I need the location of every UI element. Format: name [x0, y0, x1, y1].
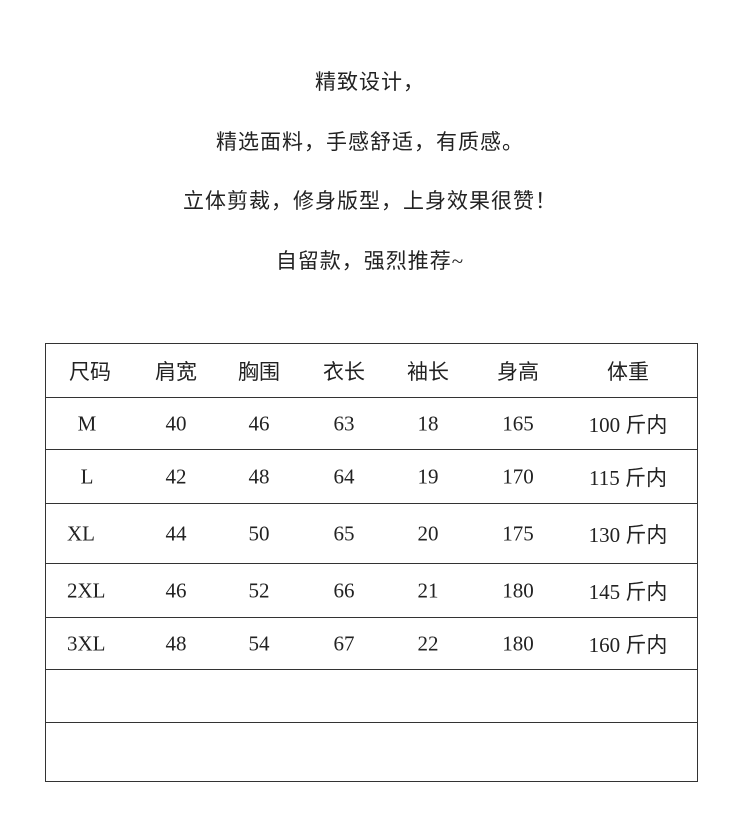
table-row: 2XL 46 52 66 21 180 145 斤内	[46, 564, 697, 618]
table-cell: 67	[333, 631, 355, 655]
table-cell: 44	[165, 521, 187, 545]
table-row	[46, 723, 697, 780]
table-cell: 100 斤内	[588, 412, 668, 437]
intro-line: 自留款，强烈推荐~	[275, 249, 465, 273]
table-cell: 170	[502, 464, 534, 488]
table-cell: 65	[333, 521, 355, 545]
table-row: XL 44 50 65 20 175 130 斤内	[46, 504, 697, 564]
table-cell: L	[80, 464, 94, 488]
table-cell: 180	[502, 631, 534, 655]
intro-line: 精致设计，	[315, 70, 425, 94]
column-header: 袖长	[407, 359, 449, 384]
table-cell: 40	[165, 411, 187, 435]
table-cell: M	[77, 411, 97, 435]
table-cell: 63	[333, 411, 355, 435]
table-row: L 42 48 64 19 170 115 斤内	[46, 450, 697, 504]
table-cell: 21	[417, 578, 439, 602]
table-cell: 42	[165, 464, 187, 488]
table-cell: 115 斤内	[589, 465, 667, 490]
column-header: 衣长	[323, 359, 365, 384]
table-header-row: 尺码 肩宽 胸围 衣长 袖长 身高 体重	[46, 344, 697, 398]
table-cell: 20	[417, 521, 439, 545]
table-cell: 145 斤内	[588, 579, 668, 604]
size-chart-table: 尺码 肩宽 胸围 衣长 袖长 身高 体重 M 40 46 63 18 165 100 斤内 L 42 48 64 1…	[45, 343, 698, 782]
table-cell: 48	[248, 464, 270, 488]
table-cell: 180	[502, 578, 534, 602]
column-header: 肩宽	[155, 359, 197, 384]
column-header: 身高	[497, 359, 539, 384]
table-cell: 64	[333, 464, 355, 488]
table-cell: 3XL	[67, 631, 106, 655]
table-cell: 66	[333, 578, 355, 602]
table-row: 3XL 48 54 67 22 180 160 斤内	[46, 618, 697, 670]
table-cell: XL	[67, 521, 95, 545]
table-cell: 46	[248, 411, 270, 435]
table-cell: 54	[248, 631, 270, 655]
table-cell: 165	[502, 411, 534, 435]
column-header: 尺码	[69, 359, 111, 384]
column-header: 体重	[607, 359, 649, 384]
table-cell: 19	[417, 464, 439, 488]
table-cell: 18	[417, 411, 439, 435]
column-header: 胸围	[238, 359, 280, 384]
table-cell: 46	[165, 578, 187, 602]
table-cell: 160 斤内	[588, 632, 668, 657]
intro-line: 精选面料，手感舒适，有质感。	[216, 130, 524, 154]
table-row: M 40 46 63 18 165 100 斤内	[46, 398, 697, 450]
table-row	[46, 670, 697, 723]
table-cell: 175	[502, 521, 534, 545]
intro-line: 立体剪裁，修身版型，上身效果很赞！	[183, 189, 557, 213]
table-cell: 48	[165, 631, 187, 655]
table-cell: 50	[248, 521, 270, 545]
table-cell: 130 斤内	[588, 522, 668, 547]
table-cell: 22	[417, 631, 439, 655]
table-cell: 2XL	[67, 578, 106, 602]
table-cell: 52	[248, 578, 270, 602]
